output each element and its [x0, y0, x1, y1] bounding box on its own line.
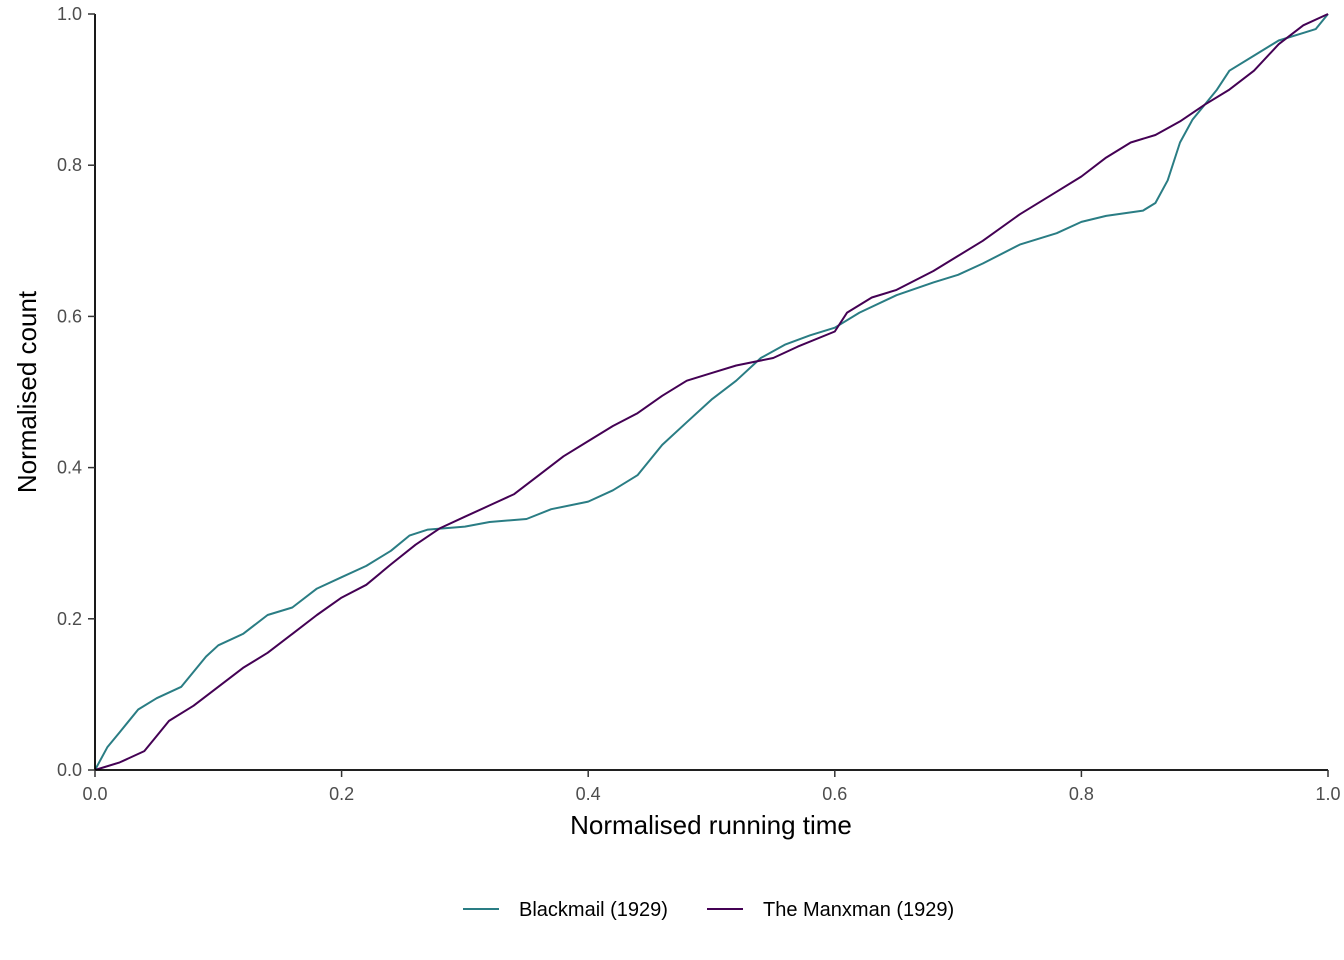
series-line-1 — [94, 13, 1329, 771]
y-tick-label: 0.0 — [57, 760, 82, 780]
y-tick-label: 0.6 — [57, 306, 82, 326]
x-tick-label: 0.8 — [1069, 784, 1094, 804]
axis-ticks: 0.0 0.2 0.4 0.6 0.8 1.0 0.0 0.2 0.4 0.6 0.8 1.0 — [57, 4, 1341, 804]
y-tick-label: 0.2 — [57, 609, 82, 629]
x-tick-label: 0.6 — [822, 784, 847, 804]
legend-label-0: Blackmail (1929) — [519, 899, 668, 921]
x-axis-title: Normalised running time — [570, 810, 852, 840]
y-tick-label: 0.8 — [57, 155, 82, 175]
x-tick-label: 0.4 — [576, 784, 601, 804]
x-tick-label: 1.0 — [1315, 784, 1340, 804]
x-tick-label: 0.2 — [329, 784, 354, 804]
legend: Blackmail (1929) The Manxman (1929) — [463, 899, 954, 921]
x-tick-label: 0.0 — [82, 784, 107, 804]
y-tick-label: 0.4 — [57, 458, 82, 478]
y-axis-title: Normalised count — [12, 290, 42, 493]
legend-label-1: The Manxman (1929) — [763, 899, 954, 921]
series-line-0 — [94, 13, 1329, 771]
plot-lines — [94, 13, 1329, 771]
y-tick-label: 1.0 — [57, 4, 82, 24]
